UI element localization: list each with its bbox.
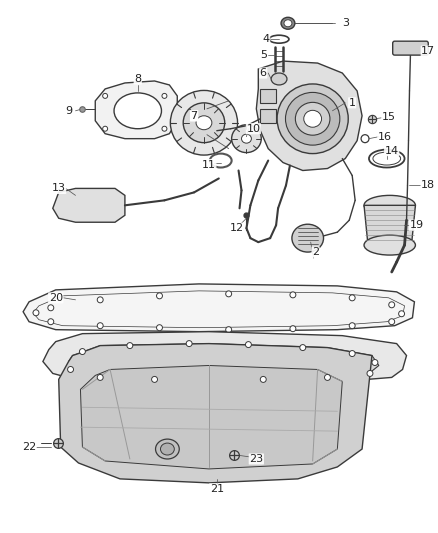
Ellipse shape xyxy=(156,293,162,299)
Ellipse shape xyxy=(48,319,54,325)
Ellipse shape xyxy=(389,319,395,325)
Text: 3: 3 xyxy=(342,18,349,28)
Ellipse shape xyxy=(102,126,108,131)
Polygon shape xyxy=(81,366,343,469)
Ellipse shape xyxy=(290,326,296,332)
Polygon shape xyxy=(43,332,406,383)
Text: 7: 7 xyxy=(191,111,198,121)
Ellipse shape xyxy=(114,93,162,129)
Ellipse shape xyxy=(284,20,292,27)
Ellipse shape xyxy=(127,343,133,349)
Text: 10: 10 xyxy=(246,124,260,134)
Text: 21: 21 xyxy=(210,484,224,494)
Ellipse shape xyxy=(260,376,266,382)
Ellipse shape xyxy=(183,103,225,143)
Ellipse shape xyxy=(295,102,330,135)
Polygon shape xyxy=(59,344,372,483)
Ellipse shape xyxy=(156,325,162,330)
Ellipse shape xyxy=(364,235,415,255)
Ellipse shape xyxy=(162,126,167,131)
Ellipse shape xyxy=(286,92,340,145)
FancyBboxPatch shape xyxy=(260,109,276,123)
Ellipse shape xyxy=(290,292,296,298)
Polygon shape xyxy=(69,344,379,379)
Text: 12: 12 xyxy=(230,223,244,233)
Ellipse shape xyxy=(349,295,355,301)
Ellipse shape xyxy=(97,322,103,329)
Text: 5: 5 xyxy=(260,50,267,60)
Ellipse shape xyxy=(79,349,85,354)
Ellipse shape xyxy=(196,116,212,130)
Polygon shape xyxy=(364,205,415,245)
Ellipse shape xyxy=(241,134,251,143)
Text: 16: 16 xyxy=(378,132,392,142)
Text: 4: 4 xyxy=(263,34,270,44)
Text: 9: 9 xyxy=(65,106,72,116)
Ellipse shape xyxy=(33,310,39,316)
Ellipse shape xyxy=(349,351,355,357)
Ellipse shape xyxy=(160,443,174,455)
Text: 7: 7 xyxy=(191,111,198,121)
Polygon shape xyxy=(95,81,177,139)
Ellipse shape xyxy=(389,302,395,308)
Text: 2: 2 xyxy=(312,247,319,257)
Ellipse shape xyxy=(152,376,158,382)
Ellipse shape xyxy=(186,341,192,346)
Text: 11: 11 xyxy=(202,159,216,169)
Ellipse shape xyxy=(97,297,103,303)
Text: 22: 22 xyxy=(22,442,36,452)
FancyBboxPatch shape xyxy=(393,41,428,55)
Text: 17: 17 xyxy=(421,46,435,56)
Ellipse shape xyxy=(155,439,179,459)
Ellipse shape xyxy=(325,375,330,381)
Ellipse shape xyxy=(102,93,108,99)
Text: 1: 1 xyxy=(349,98,356,108)
Text: 23: 23 xyxy=(249,454,263,464)
Ellipse shape xyxy=(67,367,74,373)
Ellipse shape xyxy=(48,305,54,311)
Ellipse shape xyxy=(372,360,378,366)
Ellipse shape xyxy=(170,91,237,155)
Text: 20: 20 xyxy=(49,293,63,303)
Ellipse shape xyxy=(300,345,306,351)
Text: 6: 6 xyxy=(260,68,267,78)
Polygon shape xyxy=(53,188,125,222)
Ellipse shape xyxy=(399,311,405,317)
Text: 14: 14 xyxy=(385,146,399,156)
Ellipse shape xyxy=(364,196,415,215)
Ellipse shape xyxy=(277,84,348,154)
Ellipse shape xyxy=(304,110,321,127)
Ellipse shape xyxy=(162,93,167,99)
Ellipse shape xyxy=(367,370,373,376)
FancyBboxPatch shape xyxy=(260,89,276,103)
Ellipse shape xyxy=(292,224,324,252)
Ellipse shape xyxy=(349,322,355,329)
Text: 8: 8 xyxy=(134,74,141,84)
Polygon shape xyxy=(23,284,414,332)
Text: 19: 19 xyxy=(410,220,424,230)
Text: 18: 18 xyxy=(421,181,435,190)
Text: 13: 13 xyxy=(52,183,66,193)
Text: 15: 15 xyxy=(382,112,396,122)
Ellipse shape xyxy=(281,17,295,29)
Ellipse shape xyxy=(271,73,287,85)
Ellipse shape xyxy=(245,342,251,348)
Polygon shape xyxy=(256,61,362,171)
Ellipse shape xyxy=(232,125,261,152)
Ellipse shape xyxy=(226,291,232,297)
Ellipse shape xyxy=(361,135,369,143)
Ellipse shape xyxy=(97,375,103,381)
Ellipse shape xyxy=(226,327,232,333)
